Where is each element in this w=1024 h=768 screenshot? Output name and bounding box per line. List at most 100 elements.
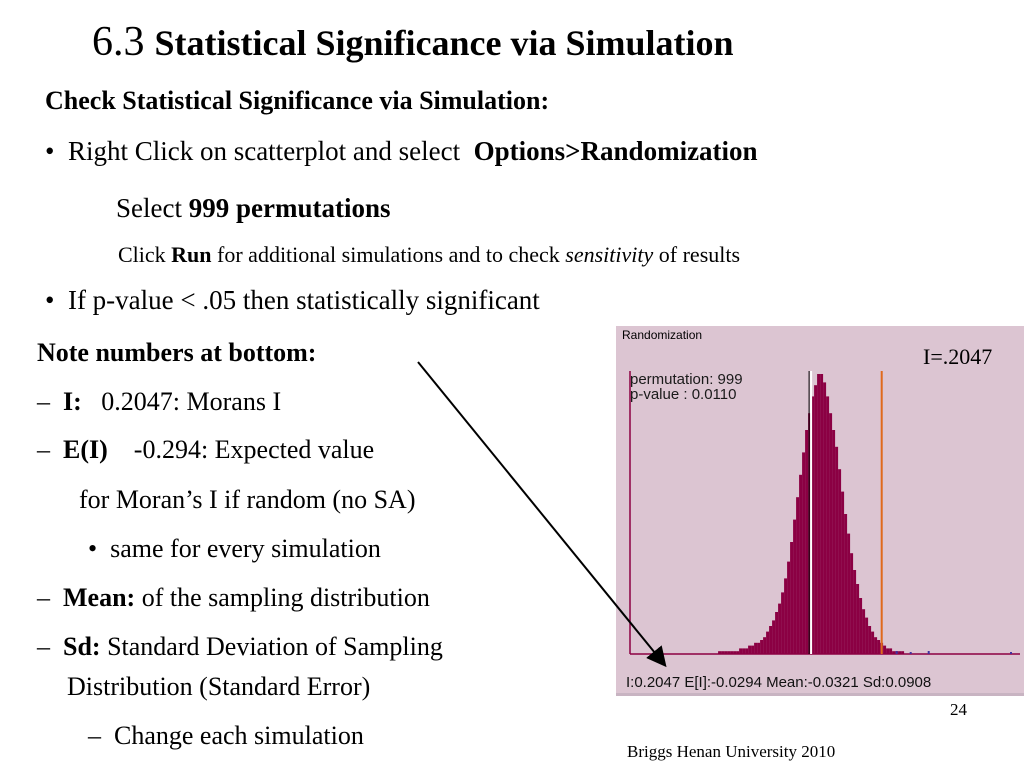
bullet2-text: If p-value < .05 then statistically sign…	[67, 285, 540, 315]
histogram-bar	[751, 645, 755, 654]
histogram-bar	[805, 430, 809, 654]
histogram-bar	[877, 640, 881, 654]
item-ei-cont: for Moran’s I if random (no SA)	[79, 485, 416, 514]
click-prefix: Click	[118, 242, 166, 267]
select-prefix: Select	[116, 193, 182, 223]
histogram-bar	[811, 396, 815, 654]
histogram-bar	[721, 651, 725, 654]
histogram-bar	[802, 452, 806, 654]
histogram-bar	[829, 413, 833, 654]
histogram-bar	[835, 446, 839, 654]
histogram-bar	[826, 396, 830, 654]
histogram-bar	[865, 617, 869, 654]
histogram-bar	[859, 598, 863, 654]
randomization-window[interactable]: Randomization I=.2047 permutation: 999 p…	[616, 326, 1024, 696]
histogram-bar	[793, 519, 797, 654]
histogram-bar	[769, 626, 773, 654]
panel-bottom-strip	[616, 693, 1024, 696]
slide-title: 6.3 Statistical Significance via Simulat…	[92, 14, 734, 71]
item-sd-text: Standard Deviation of Sampling	[107, 632, 443, 661]
click-line: Click Run for additional simulations and…	[118, 242, 740, 268]
histogram-bar	[844, 514, 848, 654]
histogram-bar	[790, 542, 794, 654]
histogram-bar	[772, 620, 776, 654]
bullet-randomization: • Right Click on scatterplot and select …	[45, 136, 758, 167]
histogram-bar	[736, 651, 740, 654]
item-i-label: I:	[63, 387, 82, 416]
click-middle: for additional simulations and to check	[217, 242, 560, 267]
histogram-bar	[814, 385, 818, 654]
item-ei-sub-text: same for every simulation	[110, 534, 381, 563]
bullet-pvalue: • If p-value < .05 then statistically si…	[45, 285, 540, 316]
histogram-bar	[883, 645, 887, 654]
summary-footer: I:0.2047 E[I]:-0.0294 Mean:-0.0321 Sd:0.…	[626, 674, 932, 691]
bullet1-bold: Options>Randomization	[473, 136, 758, 166]
click-bold: Run	[171, 242, 212, 267]
click-suffix: of results	[658, 242, 741, 267]
bullet1-text: Right Click on scatterplot and select	[67, 136, 461, 166]
item-mean: – Mean: of the sampling distribution	[37, 583, 430, 612]
histogram-bar	[733, 651, 737, 654]
histogram-bar	[763, 637, 767, 654]
item-i: – I: 0.2047: Morans I	[37, 387, 282, 416]
histogram-bar	[898, 651, 902, 654]
note-heading: Note numbers at bottom:	[37, 338, 317, 367]
item-sd-sub: – Change each simulation	[88, 721, 364, 750]
histogram-bar	[871, 631, 875, 654]
histogram-bar	[874, 637, 878, 654]
histogram-bar	[856, 584, 860, 654]
histogram-bar	[775, 612, 779, 654]
item-ei-text: -0.294: Expected value	[133, 435, 375, 464]
histogram-bar	[823, 382, 827, 654]
histogram-bar	[838, 469, 842, 654]
click-italic: sensitivity	[565, 242, 654, 267]
title-text: Statistical Significance via Simulation	[154, 23, 734, 63]
histogram-bar	[889, 648, 893, 654]
tail-bar	[895, 651, 898, 654]
histogram-bar	[757, 642, 761, 654]
select-line: Select 999 permutations	[116, 193, 390, 224]
item-sd: – Sd: Standard Deviation of Sampling	[37, 632, 443, 661]
bullet-dot: •	[45, 136, 55, 166]
section-heading: Check Statistical Significance via Simul…	[45, 86, 550, 115]
histogram-bar	[799, 474, 803, 654]
histogram-bar	[730, 651, 734, 654]
histogram-bar	[739, 648, 743, 654]
histogram-bar	[862, 609, 866, 654]
arrow-line	[417, 361, 667, 668]
bullet-dot: •	[45, 285, 55, 315]
tail-bar	[927, 651, 930, 654]
histogram-bar	[784, 578, 788, 654]
histogram-bar	[892, 651, 896, 654]
histogram-bar	[787, 561, 791, 654]
histogram-chart	[629, 371, 1020, 655]
histogram-bar	[745, 648, 749, 654]
histogram-bar	[778, 603, 782, 654]
item-ei: – E(I) -0.294: Expected value	[37, 435, 375, 464]
histogram-bar	[754, 642, 758, 654]
histogram-bar	[817, 374, 821, 654]
histogram-bar	[796, 497, 800, 654]
histogram-bar	[742, 648, 746, 654]
item-mean-label: Mean:	[63, 583, 136, 612]
histogram-bar	[781, 592, 785, 654]
observed-i-annotation: I=.2047	[923, 344, 993, 369]
credit-line: Briggs Henan University 2010	[627, 742, 836, 761]
page-number: 24	[950, 700, 967, 719]
item-sd-label: Sd:	[63, 632, 101, 661]
window-title: Randomization	[622, 328, 703, 342]
histogram-bar	[724, 651, 728, 654]
histogram-bar	[832, 430, 836, 654]
tail-bar	[1010, 652, 1012, 654]
histogram-bar	[766, 631, 770, 654]
histogram-bar	[850, 553, 854, 654]
item-mean-text: of the sampling distribution	[141, 583, 430, 612]
tail-bar	[909, 652, 912, 654]
histogram-bar	[853, 570, 857, 654]
title-number: 6.3	[92, 19, 145, 65]
item-ei-sub: • same for every simulation	[88, 534, 381, 563]
select-bold: 999 permutations	[188, 193, 391, 223]
histogram-bar	[886, 648, 890, 654]
item-i-text: 0.2047: Morans I	[101, 387, 282, 416]
